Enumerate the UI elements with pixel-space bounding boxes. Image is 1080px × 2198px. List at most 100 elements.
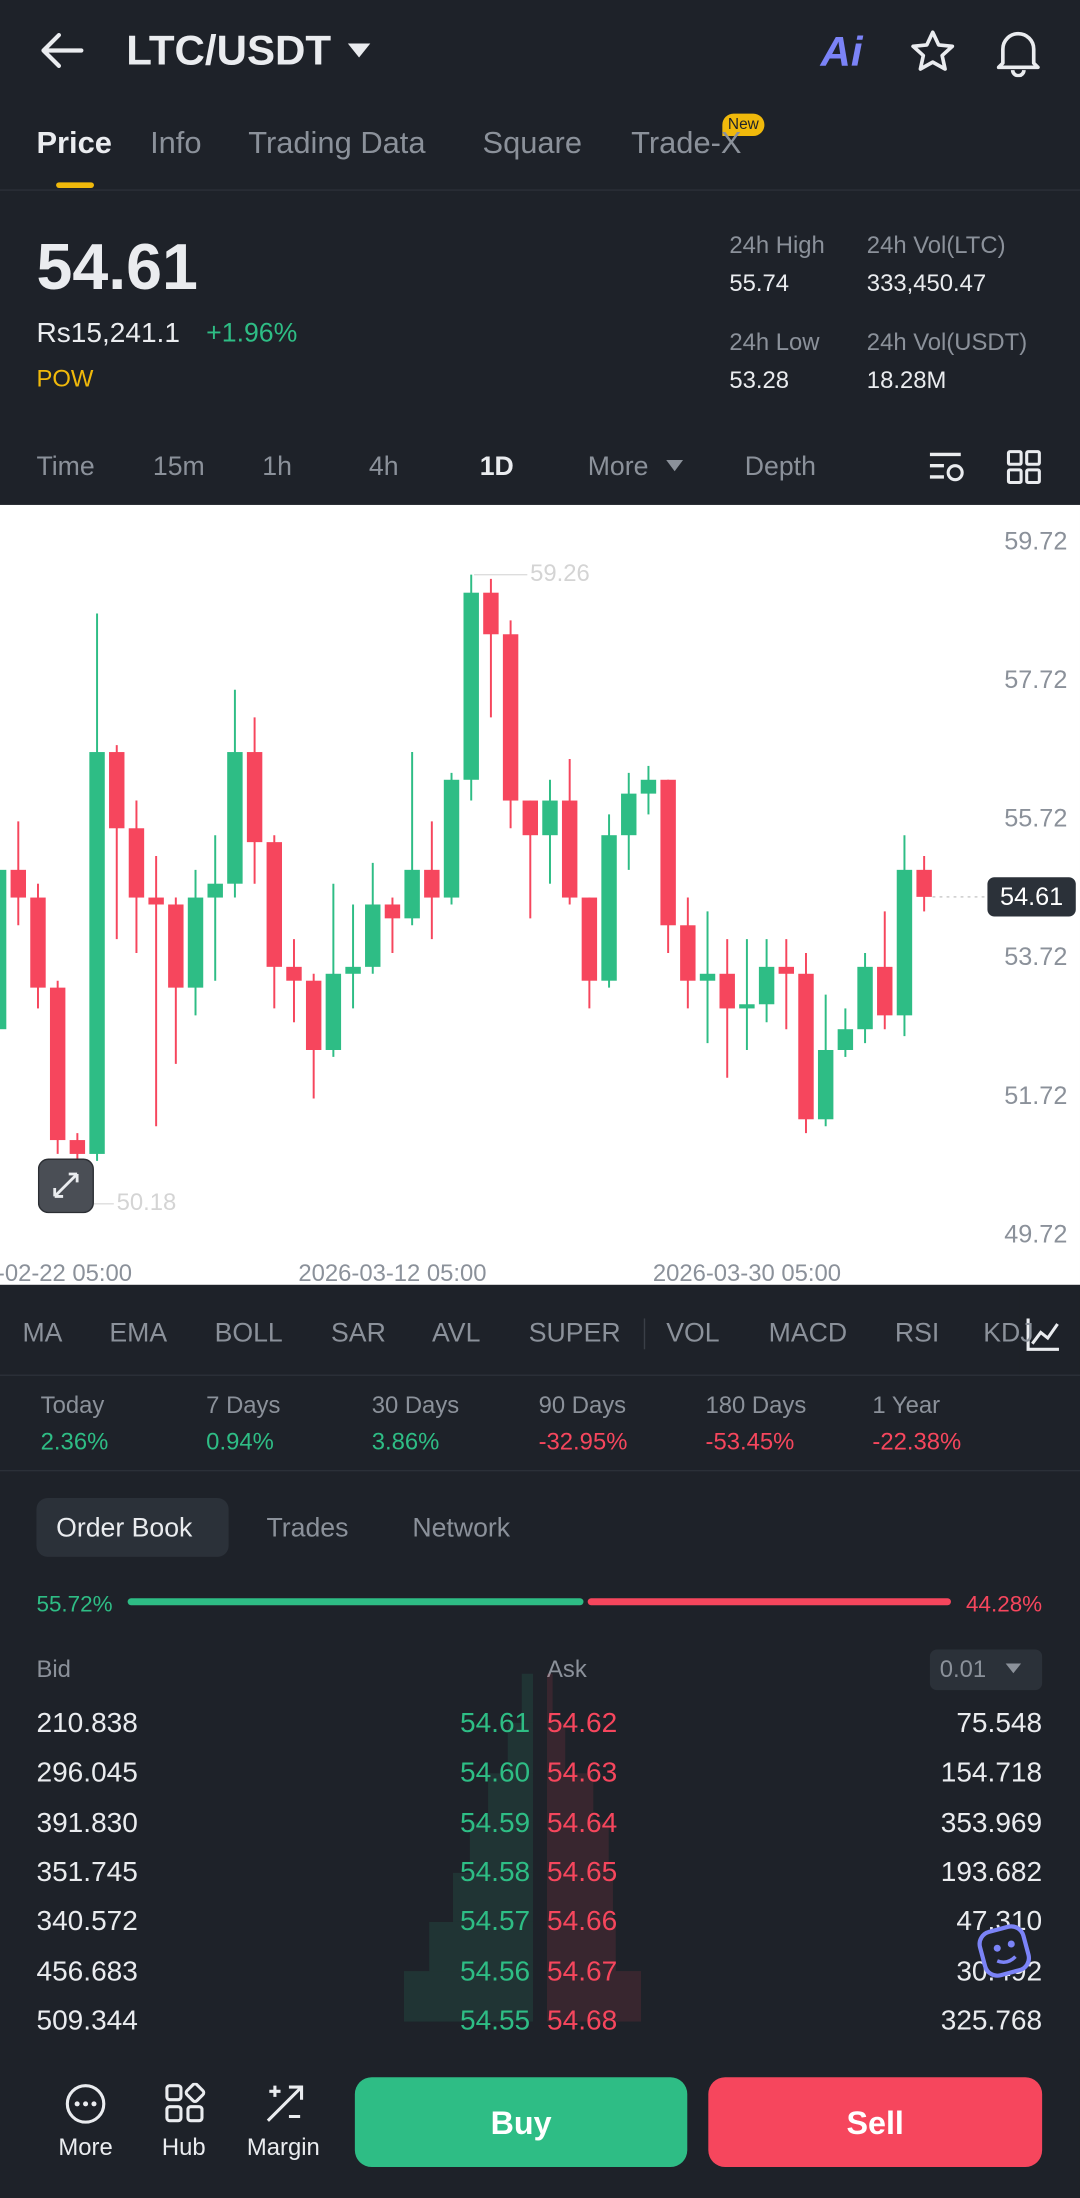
indicator-fade bbox=[1019, 1287, 1080, 1375]
divider bbox=[0, 1469, 1080, 1472]
bid-price: 54.60 bbox=[459, 1757, 531, 1789]
stat-label: 24h High bbox=[729, 232, 825, 259]
candle-body bbox=[778, 966, 795, 974]
buy-button[interactable] bbox=[354, 2077, 688, 2168]
pair-caret[interactable] bbox=[346, 42, 371, 59]
indicator[interactable]: AVL bbox=[431, 1319, 481, 1349]
alert-button[interactable] bbox=[994, 27, 1042, 78]
indicator[interactable]: SUPER bbox=[528, 1319, 621, 1349]
hub-icon[interactable] bbox=[164, 2082, 206, 2125]
stat-label: 24h Low bbox=[729, 328, 820, 356]
candle-body bbox=[916, 869, 932, 897]
bid-depth bbox=[452, 1872, 533, 1922]
book-tab[interactable]: Order Book bbox=[56, 1514, 193, 1544]
more-icon[interactable] bbox=[65, 2083, 107, 2125]
bid-amount: 351.745 bbox=[36, 1856, 138, 1888]
interval[interactable]: 4h bbox=[368, 452, 399, 482]
ask-depth bbox=[547, 1971, 641, 2022]
tab[interactable]: Price bbox=[36, 124, 112, 160]
candle-body bbox=[837, 1029, 854, 1050]
candle-body bbox=[581, 897, 598, 981]
chart-settings[interactable] bbox=[927, 449, 966, 485]
indicator[interactable]: SAR bbox=[331, 1319, 386, 1349]
sell-button[interactable] bbox=[708, 2077, 1043, 2168]
interval[interactable]: Depth bbox=[744, 452, 816, 482]
candle-body bbox=[148, 897, 164, 905]
ask-amount: 353.969 bbox=[940, 1807, 1043, 1839]
fullscreen-button[interactable] bbox=[37, 1158, 94, 1214]
candle-body bbox=[699, 973, 716, 981]
tab[interactable]: Square bbox=[482, 124, 583, 160]
buy-label[interactable]: Buy bbox=[490, 2104, 552, 2142]
indicator[interactable]: MACD bbox=[768, 1319, 848, 1349]
precision-select[interactable] bbox=[929, 1649, 1043, 1691]
interval[interactable]: 1D bbox=[479, 452, 514, 482]
favorite-button[interactable] bbox=[909, 28, 957, 76]
back-button[interactable] bbox=[39, 31, 84, 70]
candle-body bbox=[305, 980, 322, 1050]
tab[interactable]: Trade-X bbox=[631, 124, 742, 160]
margin-icon[interactable] bbox=[264, 2083, 306, 2125]
tab[interactable]: Info bbox=[150, 124, 202, 160]
bid-price: 54.55 bbox=[459, 2005, 531, 2037]
candle-body bbox=[640, 779, 657, 794]
candle-body bbox=[128, 828, 145, 898]
assistant-button[interactable] bbox=[973, 1917, 1038, 1982]
candle-body bbox=[365, 904, 381, 967]
interval[interactable]: 1h bbox=[262, 452, 292, 482]
indicator[interactable]: MA bbox=[22, 1319, 63, 1349]
candle-body bbox=[286, 966, 302, 981]
book-tab[interactable]: Network bbox=[412, 1514, 511, 1544]
nav-label[interactable]: More bbox=[58, 2134, 113, 2161]
ai-button[interactable]: Ai bbox=[820, 29, 863, 76]
indicator[interactable]: RSI bbox=[894, 1319, 940, 1349]
bid-amount: 509.344 bbox=[36, 2005, 138, 2037]
candle-body bbox=[561, 800, 578, 898]
y-tick-label: 57.72 bbox=[1004, 666, 1067, 694]
candle-body bbox=[109, 752, 125, 829]
bid-amount: 340.572 bbox=[36, 1906, 138, 1938]
interval[interactable]: Time bbox=[36, 452, 95, 482]
indicator[interactable]: KDJ bbox=[983, 1319, 1034, 1349]
indicator-settings[interactable] bbox=[1025, 1316, 1061, 1352]
candle-body bbox=[817, 1049, 834, 1120]
precision-value[interactable]: 0.01 bbox=[939, 1655, 987, 1683]
bid-depth bbox=[522, 1673, 533, 1724]
active-tab-bg bbox=[36, 1497, 229, 1557]
precision-caret[interactable] bbox=[1004, 1662, 1022, 1675]
nav-label[interactable]: Hub bbox=[161, 2134, 206, 2161]
ask-amount: 193.682 bbox=[940, 1856, 1043, 1888]
y-tick-label: 49.72 bbox=[1004, 1220, 1067, 1248]
bid-header: Bid bbox=[36, 1655, 71, 1683]
nav-label[interactable]: Margin bbox=[246, 2134, 320, 2161]
sell-label[interactable]: Sell bbox=[846, 2104, 904, 2142]
candle-body bbox=[719, 973, 735, 1009]
ask-amount: 75.548 bbox=[956, 1707, 1043, 1739]
book-tab[interactable]: Trades bbox=[266, 1514, 349, 1544]
interval[interactable]: More bbox=[587, 452, 649, 482]
candle-body bbox=[483, 592, 499, 635]
last-price-tag bbox=[987, 877, 1076, 917]
candle-body bbox=[168, 904, 184, 988]
layout-button[interactable] bbox=[1006, 449, 1042, 485]
perf-label: 180 Days bbox=[705, 1392, 807, 1419]
pair-title[interactable]: LTC/USDT bbox=[126, 28, 332, 75]
candle-body bbox=[857, 966, 873, 1030]
perf-label: 7 Days bbox=[206, 1392, 281, 1419]
candle-body bbox=[660, 779, 676, 926]
last-price-label: 54.61 bbox=[1000, 883, 1063, 911]
bid-depth bbox=[487, 1773, 533, 1823]
indicator[interactable]: BOLL bbox=[214, 1319, 283, 1349]
ask-price: 54.62 bbox=[547, 1707, 618, 1739]
indicator[interactable]: VOL bbox=[666, 1319, 720, 1349]
x-tick-label: 2026-02-22 05:00 bbox=[0, 1260, 132, 1285]
tab[interactable]: Trading Data bbox=[248, 124, 426, 160]
bid-depth bbox=[469, 1822, 533, 1873]
more-caret[interactable] bbox=[665, 459, 685, 473]
bid-price: 54.61 bbox=[459, 1707, 531, 1739]
ask-amount: 325.768 bbox=[940, 2005, 1043, 2037]
indicator[interactable]: EMA bbox=[109, 1319, 168, 1349]
candle-body bbox=[227, 752, 243, 884]
interval[interactable]: 15m bbox=[152, 452, 205, 482]
divider bbox=[0, 189, 1080, 191]
